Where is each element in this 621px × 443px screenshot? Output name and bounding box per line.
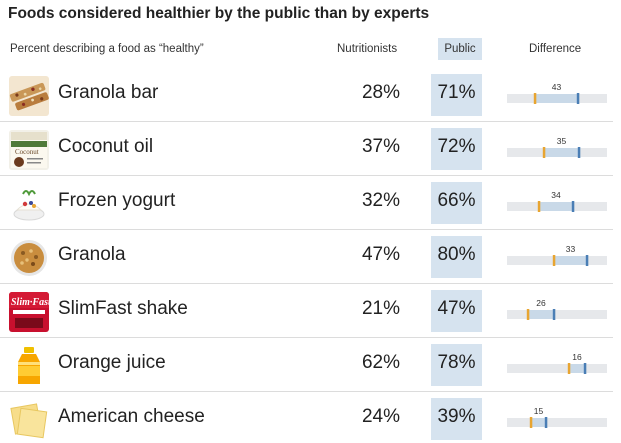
public-value: 78% [437, 352, 476, 373]
row-divider [0, 229, 613, 230]
public-marker [577, 147, 581, 158]
difference-range [569, 364, 585, 373]
difference-chart: 26 [507, 298, 607, 320]
column-header-difference: Difference [529, 43, 582, 55]
public-highlight [431, 290, 482, 332]
public-marker [583, 363, 587, 374]
public-marker [571, 201, 575, 212]
public-highlight [431, 74, 482, 116]
difference-range [535, 94, 578, 103]
public-value: 72% [437, 136, 476, 157]
table-row: American cheese 24% 39% 15 [0, 392, 621, 443]
chart-subtitle: Percent describing a food as “healthy” [10, 43, 204, 55]
public-value: 80% [437, 244, 476, 265]
nutritionist-marker [542, 147, 546, 158]
frozen-yogurt-icon [9, 184, 49, 224]
table-row: Granola bar 28% 71% 43 [0, 68, 621, 122]
difference-range [531, 418, 546, 427]
food-name: Coconut oil [58, 136, 154, 157]
table-row: Coconut Coconut oil 37% 72% 35 [0, 122, 621, 176]
public-marker [576, 93, 580, 104]
granola-bowl-icon [9, 238, 49, 278]
nutritionists-value: 37% [361, 136, 400, 157]
public-highlight [431, 182, 482, 224]
difference-chart: 33 [507, 244, 607, 266]
row-divider [0, 121, 613, 122]
chart-title: Foods considered healthier by the public… [8, 5, 430, 22]
difference-chart: 43 [507, 82, 607, 104]
difference-range [539, 202, 573, 211]
nutritionist-marker [533, 93, 537, 104]
difference-range [544, 148, 579, 157]
public-highlight [431, 344, 482, 386]
nutritionists-value: 21% [361, 298, 400, 319]
coconut-oil-jar-icon: Coconut [9, 130, 49, 170]
row-divider [0, 391, 613, 392]
public-value: 66% [437, 190, 476, 211]
food-name: SlimFast shake [58, 298, 188, 319]
food-name: Frozen yogurt [58, 190, 176, 211]
row-divider [0, 337, 613, 338]
nutritionists-value: 28% [361, 82, 400, 103]
public-value: 47% [437, 298, 476, 319]
public-value: 39% [437, 406, 476, 427]
table-row: Frozen yogurt 32% 66% 34 [0, 176, 621, 230]
difference-label: 35 [557, 136, 567, 146]
difference-label: 43 [552, 82, 562, 92]
difference-track [507, 418, 607, 427]
nutritionist-marker [526, 309, 530, 320]
difference-label: 34 [551, 190, 561, 200]
food-name: Orange juice [58, 352, 166, 373]
slimfast-can-icon: Slim·Fast [9, 292, 49, 332]
column-header-public: Public [438, 38, 482, 60]
table-row: Slim·Fast SlimFast shake 21% 47% 26 [0, 284, 621, 338]
difference-chart: 34 [507, 190, 607, 212]
nutritionist-marker [537, 201, 541, 212]
difference-range [554, 256, 587, 265]
table-row: Granola 47% 80% 33 [0, 230, 621, 284]
food-name: Granola [58, 244, 126, 265]
nutritionists-value: 62% [361, 352, 400, 373]
public-highlight [431, 236, 482, 278]
nutritionists-value: 24% [361, 406, 400, 427]
nutritionist-marker [567, 363, 571, 374]
cheese-slices-icon [9, 400, 49, 440]
difference-label: 16 [572, 352, 582, 362]
public-marker [585, 255, 589, 266]
nutritionists-value: 32% [361, 190, 400, 211]
difference-label: 26 [536, 298, 546, 308]
row-divider [0, 175, 613, 176]
table-row: Orange juice 62% 78% 16 [0, 338, 621, 392]
nutritionist-marker [529, 417, 533, 428]
public-marker [544, 417, 548, 428]
difference-chart: 35 [507, 136, 607, 158]
food-name: American cheese [58, 406, 205, 427]
difference-chart: 15 [507, 406, 607, 428]
public-highlight [431, 128, 482, 170]
difference-track [507, 310, 607, 319]
row-divider [0, 283, 613, 284]
public-marker [552, 309, 556, 320]
difference-track [507, 364, 607, 373]
difference-range [528, 310, 554, 319]
column-header-nutritionists: Nutritionists [337, 43, 398, 55]
difference-chart: 16 [507, 352, 607, 374]
nutritionist-marker [552, 255, 556, 266]
public-highlight [431, 398, 482, 440]
difference-label: 33 [566, 244, 576, 254]
difference-label: 15 [534, 406, 544, 416]
public-value: 71% [437, 82, 476, 103]
granola-bar-icon [9, 76, 49, 116]
svg-text:Slim·Fast: Slim·Fast [11, 297, 49, 308]
nutritionists-value: 47% [361, 244, 400, 265]
orange-juice-bottle-icon [9, 346, 49, 386]
svg-text:Coconut: Coconut [15, 148, 39, 156]
food-name: Granola bar [58, 82, 159, 103]
